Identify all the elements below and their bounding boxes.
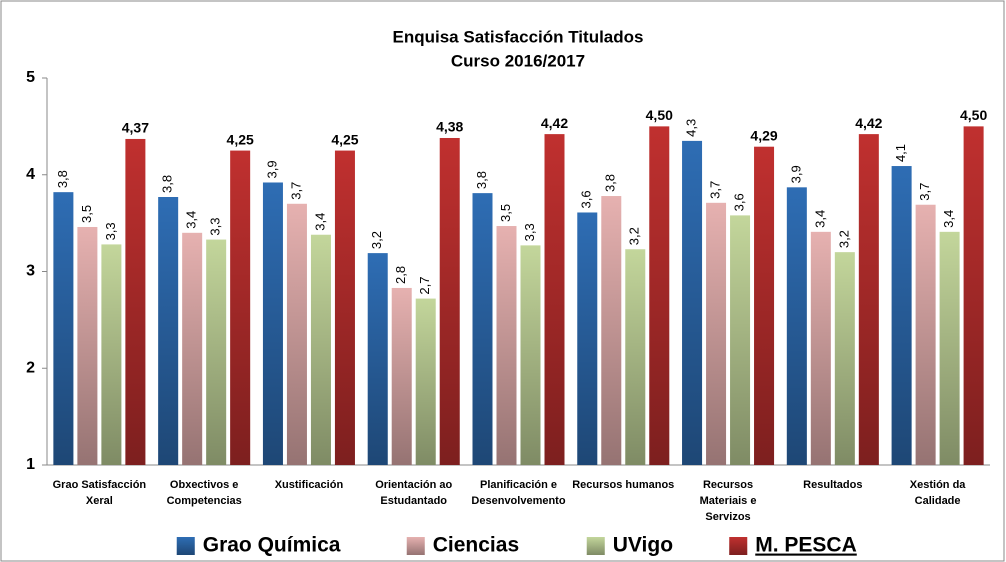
value-label: 3,3 bbox=[103, 222, 118, 240]
value-label: 3,7 bbox=[707, 181, 722, 199]
bar-shade bbox=[625, 249, 646, 465]
value-label: 4,37 bbox=[122, 120, 149, 136]
chart-subtitle: Curso 2016/2017 bbox=[451, 51, 585, 70]
bar-shade bbox=[230, 150, 251, 465]
bar-shade bbox=[577, 212, 598, 465]
bar-shade bbox=[706, 202, 727, 465]
value-label: 3,3 bbox=[208, 217, 223, 235]
bar-shade bbox=[963, 126, 984, 465]
value-label: 3,8 bbox=[603, 174, 618, 192]
bar-shade bbox=[391, 287, 412, 465]
bar-shade bbox=[158, 197, 179, 465]
value-label: 3,7 bbox=[288, 182, 303, 200]
y-tick-label: 3 bbox=[26, 263, 35, 280]
value-label: 3,9 bbox=[264, 160, 279, 178]
value-label: 3,8 bbox=[474, 171, 489, 189]
x-tick-label: Planificación e Desenvolvemento bbox=[471, 479, 565, 507]
y-tick-label: 2 bbox=[26, 359, 35, 376]
bar-shade bbox=[682, 140, 703, 465]
bar-shade bbox=[939, 231, 960, 465]
legend-swatch-shade bbox=[176, 537, 195, 555]
value-label: 3,5 bbox=[79, 205, 94, 223]
bar-shade bbox=[834, 252, 855, 465]
bar-shade bbox=[810, 231, 831, 465]
y-tick-label: 4 bbox=[26, 166, 35, 183]
value-label: 3,7 bbox=[917, 183, 932, 201]
bar-shade bbox=[730, 215, 751, 465]
bar-shade bbox=[367, 253, 388, 465]
value-label: 3,2 bbox=[627, 227, 642, 245]
value-label: 3,8 bbox=[55, 170, 70, 188]
x-tick-label: Grao Satisfacción Xeral bbox=[53, 479, 147, 507]
value-label: 3,5 bbox=[498, 204, 513, 222]
bar-shade bbox=[786, 187, 807, 465]
x-tick-label: Obxectivos e Competencias bbox=[167, 479, 242, 507]
bar-shade bbox=[891, 166, 912, 466]
x-tick-label: Xestión da Calidade bbox=[910, 479, 967, 507]
bar-shade bbox=[125, 138, 146, 465]
bar-shade bbox=[334, 150, 355, 465]
value-label: 3,2 bbox=[836, 230, 851, 248]
bar-shade bbox=[544, 134, 565, 466]
bar-shade bbox=[496, 226, 517, 465]
value-label: 3,4 bbox=[312, 213, 327, 231]
x-tick-label: Xustificación bbox=[275, 479, 344, 491]
value-label: 4,3 bbox=[683, 119, 698, 137]
legend-label: M. PESCA bbox=[755, 534, 857, 557]
value-label: 3,6 bbox=[579, 190, 594, 208]
value-label: 3,9 bbox=[788, 165, 803, 183]
bar-shade bbox=[858, 134, 879, 466]
chart-title: Enquisa Satisfacción Titulados bbox=[393, 27, 644, 46]
value-label: 3,4 bbox=[812, 210, 827, 228]
bar-shade bbox=[439, 137, 460, 466]
legend-label: Ciencias bbox=[433, 534, 519, 557]
bar-shade bbox=[915, 204, 936, 465]
value-label: 3,6 bbox=[731, 193, 746, 211]
legend-swatch-shade bbox=[729, 537, 748, 555]
legend-label: Grao Química bbox=[203, 534, 341, 557]
bar-shade bbox=[182, 232, 203, 465]
value-label: 3,4 bbox=[941, 210, 956, 228]
bar-shade bbox=[101, 244, 122, 465]
value-label: 4,25 bbox=[227, 131, 254, 147]
value-label: 4,38 bbox=[436, 119, 463, 135]
value-label: 4,1 bbox=[893, 144, 908, 162]
bar-shade bbox=[415, 298, 436, 465]
bar-shade bbox=[286, 203, 307, 465]
bar-shade bbox=[649, 126, 670, 465]
value-label: 3,2 bbox=[369, 231, 384, 249]
bar-shade bbox=[53, 192, 74, 466]
value-label: 4,50 bbox=[646, 107, 673, 123]
bar-shade bbox=[206, 239, 227, 465]
x-tick-label: Recursos Materiais e Servizos bbox=[700, 479, 757, 523]
y-tick-label: 1 bbox=[26, 456, 35, 473]
legend-swatch-shade bbox=[586, 537, 605, 555]
bar-shade bbox=[262, 182, 283, 466]
value-label: 4,25 bbox=[331, 131, 358, 147]
value-label: 4,29 bbox=[750, 127, 777, 143]
legend-label: UVigo bbox=[613, 534, 673, 557]
x-tick-label: Resultados bbox=[803, 479, 862, 491]
bar-shade bbox=[601, 196, 622, 465]
value-label: 4,42 bbox=[855, 115, 882, 131]
value-label: 3,3 bbox=[522, 223, 537, 241]
value-label: 4,50 bbox=[960, 107, 987, 123]
value-label: 2,8 bbox=[393, 266, 408, 284]
value-label: 3,8 bbox=[160, 175, 175, 193]
bar-shade bbox=[520, 245, 541, 465]
x-tick-label: Recursos humanos bbox=[572, 479, 674, 491]
legend-swatch-shade bbox=[406, 537, 425, 555]
value-label: 3,4 bbox=[184, 211, 199, 229]
bar-shade bbox=[77, 226, 98, 465]
bar-shade bbox=[754, 146, 775, 465]
bar-shade bbox=[472, 193, 493, 465]
bar-shade bbox=[310, 234, 331, 465]
value-label: 4,42 bbox=[541, 115, 568, 131]
x-tick-label: Orientación ao Estudantado bbox=[375, 479, 452, 507]
y-tick-label: 5 bbox=[26, 69, 35, 86]
value-label: 2,7 bbox=[417, 277, 432, 295]
